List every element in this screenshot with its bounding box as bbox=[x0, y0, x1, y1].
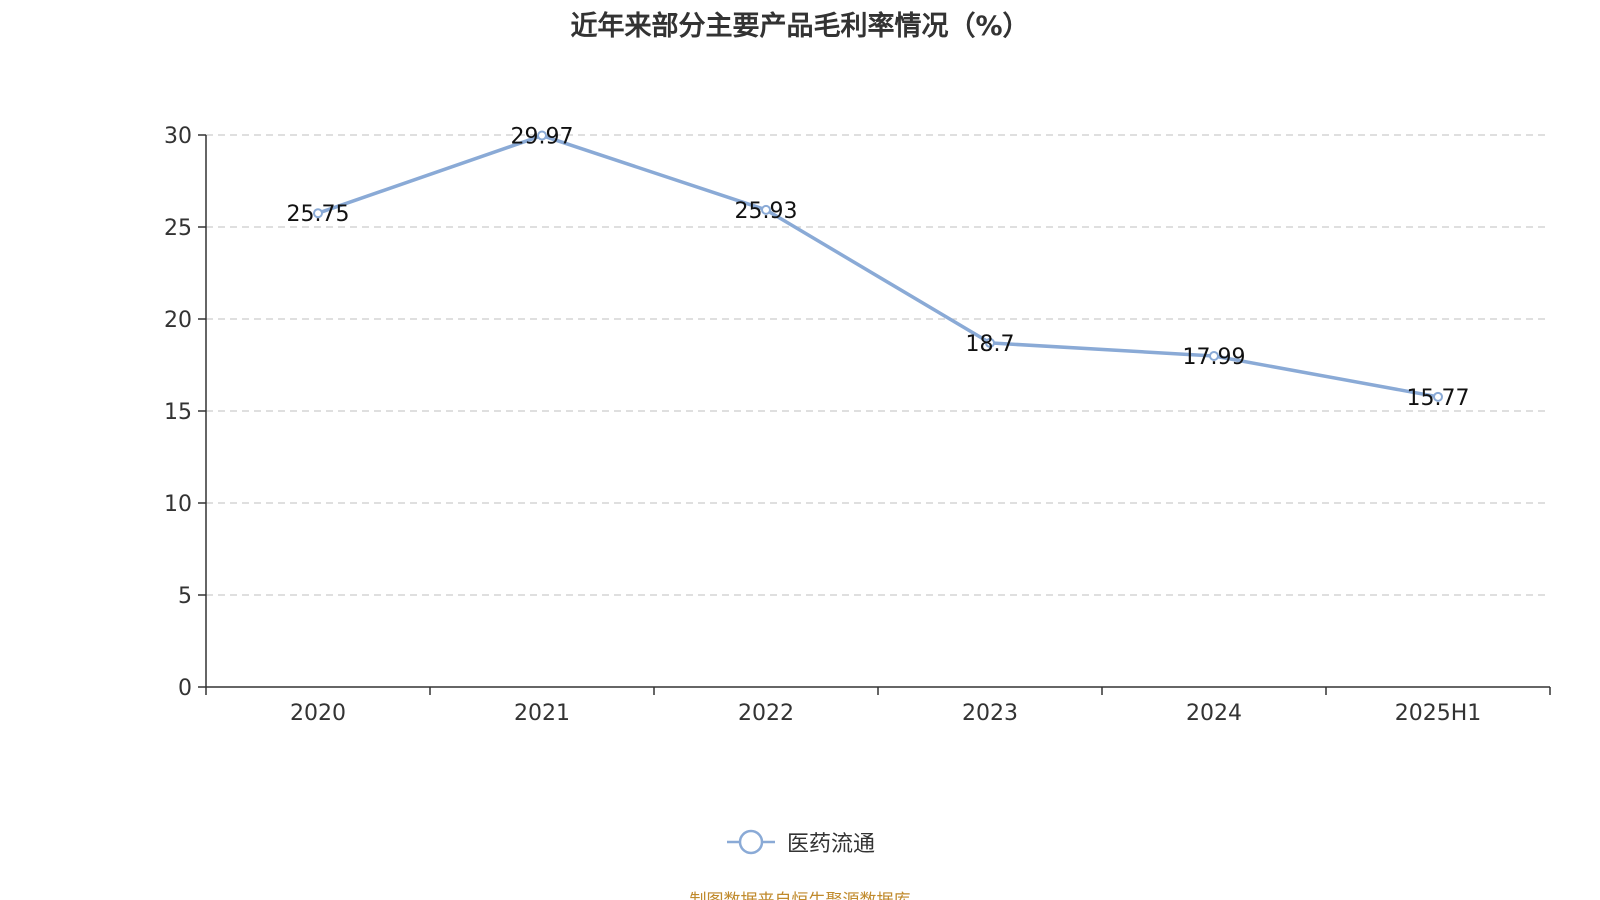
y-tick-label: 10 bbox=[164, 492, 192, 517]
data-point[interactable] bbox=[537, 130, 547, 141]
y-tick-label: 25 bbox=[164, 216, 192, 241]
x-tick-label: 2024 bbox=[1186, 701, 1242, 726]
y-tick-label: 0 bbox=[178, 676, 192, 701]
x-tick-label: 2023 bbox=[962, 701, 1018, 726]
legend[interactable]: 医药流通 bbox=[0, 826, 1600, 858]
x-tick-label: 2021 bbox=[514, 701, 570, 726]
data-label: 29.97 bbox=[511, 125, 574, 150]
series-line bbox=[316, 133, 1440, 399]
data-point[interactable] bbox=[1209, 350, 1219, 361]
data-label: 18.7 bbox=[966, 332, 1015, 357]
y-tick-label: 15 bbox=[164, 400, 192, 425]
data-point[interactable] bbox=[985, 337, 995, 348]
source-note: 制图数据来自恒生聚源数据库 bbox=[0, 886, 1600, 900]
chart-title: 近年来部分主要产品毛利率情况（%） bbox=[570, 11, 1030, 42]
legend-label: 医药流通 bbox=[786, 832, 875, 857]
x-tick-label: 2022 bbox=[738, 701, 794, 726]
data-label: 25.93 bbox=[735, 199, 798, 224]
x-tick-label: 2020 bbox=[290, 701, 346, 726]
y-tick-label: 30 bbox=[164, 124, 192, 149]
data-point[interactable] bbox=[1433, 391, 1443, 402]
data-labels: 25.75 29.97 25.93 18.7 17.99 15.77 bbox=[287, 125, 1470, 411]
data-point[interactable] bbox=[313, 208, 323, 219]
y-tick-label: 5 bbox=[178, 584, 192, 609]
data-label: 25.75 bbox=[287, 202, 350, 227]
data-point[interactable] bbox=[761, 204, 771, 215]
x-tick-label: 2025H1 bbox=[1395, 701, 1482, 726]
y-tick-label: 20 bbox=[164, 308, 192, 333]
series-layer bbox=[313, 130, 1443, 402]
axes: 0 5 10 15 20 25 30 2020 2021 2022 2023 2024 2025H1 bbox=[164, 124, 1551, 726]
grid-lines bbox=[206, 134, 1550, 596]
data-label: 17.99 bbox=[1183, 345, 1246, 370]
legend-marker-icon bbox=[726, 829, 775, 855]
data-label: 15.77 bbox=[1407, 386, 1470, 411]
